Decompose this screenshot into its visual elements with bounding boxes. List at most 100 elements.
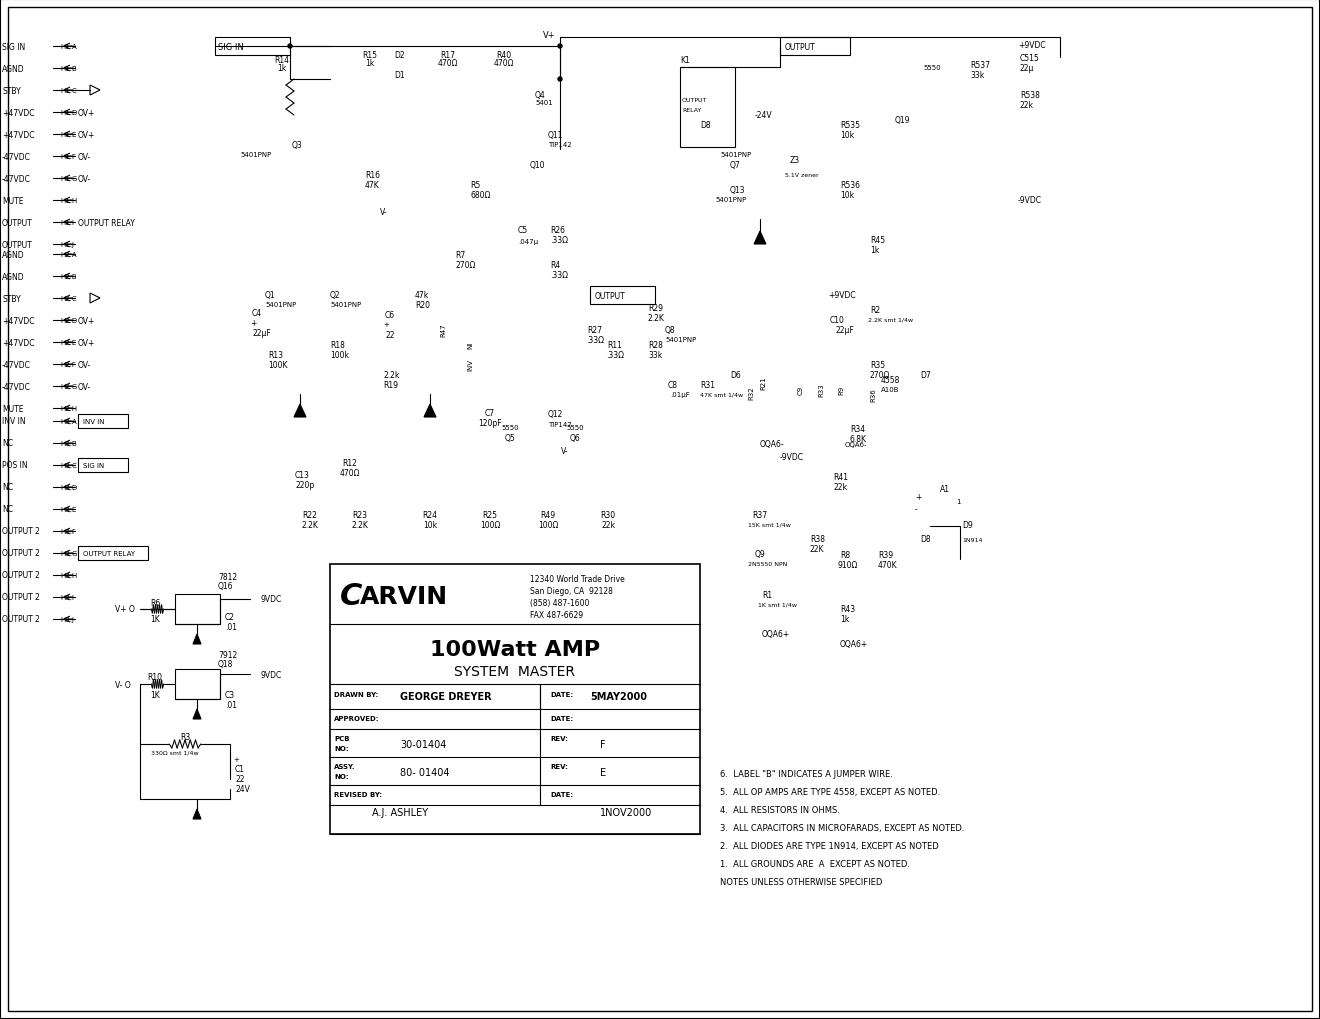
Text: H2.F: H2.F <box>59 362 75 368</box>
Text: 30-01404: 30-01404 <box>400 739 446 749</box>
Text: Q4: Q4 <box>535 91 545 100</box>
Text: R34: R34 <box>850 425 865 434</box>
Text: NO:: NO: <box>334 773 348 780</box>
Text: +9VDC: +9VDC <box>1018 41 1045 50</box>
Text: C3: C3 <box>224 690 235 699</box>
Bar <box>78 546 148 560</box>
Text: REV:: REV: <box>550 763 568 769</box>
Bar <box>780 38 850 56</box>
Text: +47VDC: +47VDC <box>3 108 34 117</box>
Text: 33k: 33k <box>648 351 663 359</box>
Text: FAX 487-6629: FAX 487-6629 <box>531 610 583 620</box>
Text: 5550: 5550 <box>923 65 941 71</box>
Text: (858) 487-1600: (858) 487-1600 <box>531 598 589 607</box>
Text: R31: R31 <box>700 380 715 389</box>
Text: ARVIN: ARVIN <box>360 585 447 608</box>
Text: -9VDC: -9VDC <box>780 453 804 462</box>
Text: 1NOV2000: 1NOV2000 <box>601 807 652 817</box>
Text: V- O: V- O <box>115 680 131 689</box>
Text: H2.B: H2.B <box>59 274 77 280</box>
Text: OV+: OV+ <box>78 338 95 347</box>
Text: -47VDC: -47VDC <box>3 360 30 369</box>
Text: 80- 01404: 80- 01404 <box>400 767 450 777</box>
Text: 1k: 1k <box>366 58 375 67</box>
Text: OUTPUT 2: OUTPUT 2 <box>3 614 40 624</box>
Text: H3.I: H3.I <box>59 594 74 600</box>
Text: .01: .01 <box>224 700 238 709</box>
Text: OUTPUT RELAY: OUTPUT RELAY <box>83 550 135 556</box>
Text: V-: V- <box>561 446 569 455</box>
Text: OQA6-: OQA6- <box>760 440 784 449</box>
Text: R536: R536 <box>840 180 861 190</box>
Text: 2.2K: 2.2K <box>648 313 665 322</box>
Text: R10: R10 <box>148 673 162 682</box>
Text: R27: R27 <box>587 325 602 334</box>
Text: H3.J: H3.J <box>59 616 74 623</box>
Text: R2: R2 <box>870 306 880 314</box>
Text: D7: D7 <box>920 370 931 379</box>
Text: +: + <box>383 322 389 328</box>
Text: H1.D: H1.D <box>59 110 78 116</box>
Text: 12340 World Trade Drive: 12340 World Trade Drive <box>531 575 624 584</box>
Text: 5550: 5550 <box>502 425 519 431</box>
Text: 120pF: 120pF <box>478 418 502 427</box>
Text: 9VDC: 9VDC <box>260 669 281 679</box>
Text: 5401PNP: 5401PNP <box>665 336 696 342</box>
Text: OUTPUT: OUTPUT <box>3 218 33 227</box>
Text: +47VDC: +47VDC <box>3 316 34 325</box>
Text: 5401PNP: 5401PNP <box>330 302 362 308</box>
Text: OUTPUT 2: OUTPUT 2 <box>3 549 40 558</box>
Text: 100Ω: 100Ω <box>479 520 500 529</box>
Text: H3.D: H3.D <box>59 484 78 490</box>
Text: 47K smt 1/4w: 47K smt 1/4w <box>700 392 743 397</box>
Text: OV+: OV+ <box>78 130 95 140</box>
Text: Q8: Q8 <box>665 325 676 334</box>
Text: 3.  ALL CAPACITORS IN MICROFARADS, EXCEPT AS NOTED.: 3. ALL CAPACITORS IN MICROFARADS, EXCEPT… <box>719 823 965 833</box>
Text: R535: R535 <box>840 120 861 129</box>
Text: OUTPUT: OUTPUT <box>785 43 816 51</box>
Text: 6.  LABEL "B" INDICATES A JUMPER WIRE.: 6. LABEL "B" INDICATES A JUMPER WIRE. <box>719 769 892 779</box>
Text: AGND: AGND <box>3 272 25 281</box>
Text: OV+: OV+ <box>78 316 95 325</box>
Text: Q19: Q19 <box>895 115 911 124</box>
Text: R8: R8 <box>840 550 850 559</box>
Text: 470Ω: 470Ω <box>438 58 458 67</box>
Text: D1: D1 <box>395 70 405 79</box>
Text: R39: R39 <box>878 550 894 559</box>
Text: -: - <box>915 505 917 514</box>
Text: +47VDC: +47VDC <box>3 338 34 347</box>
Text: H2.E: H2.E <box>59 339 77 345</box>
Text: 220p: 220p <box>294 480 314 489</box>
Text: SIG IN: SIG IN <box>3 43 25 51</box>
Text: D8: D8 <box>700 120 710 129</box>
Text: R24: R24 <box>422 510 437 519</box>
Text: R3: R3 <box>180 733 190 742</box>
Text: NI: NI <box>467 341 473 348</box>
Text: NC: NC <box>3 439 13 448</box>
Text: 7812: 7812 <box>218 572 238 581</box>
Text: San Diego, CA  92128: San Diego, CA 92128 <box>531 586 612 595</box>
Text: -47VDC: -47VDC <box>3 174 30 183</box>
Text: .33Ω: .33Ω <box>550 270 568 279</box>
Text: 1.  ALL GROUNDS ARE  A  EXCEPT AS NOTED.: 1. ALL GROUNDS ARE A EXCEPT AS NOTED. <box>719 859 909 868</box>
Text: 22: 22 <box>235 774 244 784</box>
Text: -47VDC: -47VDC <box>3 382 30 391</box>
Text: R20: R20 <box>414 301 430 309</box>
Text: OV-: OV- <box>78 382 91 391</box>
Text: OUTPUT 2: OUTPUT 2 <box>3 593 40 602</box>
Text: 680Ω: 680Ω <box>470 191 490 200</box>
Text: 2.2K smt 1/4w: 2.2K smt 1/4w <box>869 317 913 322</box>
Circle shape <box>288 45 292 49</box>
Text: 5401PNP: 5401PNP <box>719 152 751 158</box>
Text: D6: D6 <box>730 370 741 379</box>
Text: 1N914: 1N914 <box>962 537 982 542</box>
Text: R6: R6 <box>150 598 160 607</box>
Text: H1.J: H1.J <box>59 242 74 248</box>
Circle shape <box>249 671 257 679</box>
Text: Z3: Z3 <box>789 155 800 164</box>
Text: H3.C: H3.C <box>59 463 77 469</box>
Text: 6.8K: 6.8K <box>850 435 867 444</box>
Circle shape <box>1008 196 1016 204</box>
Text: Q16: Q16 <box>218 582 234 591</box>
Text: A1: A1 <box>940 485 950 494</box>
